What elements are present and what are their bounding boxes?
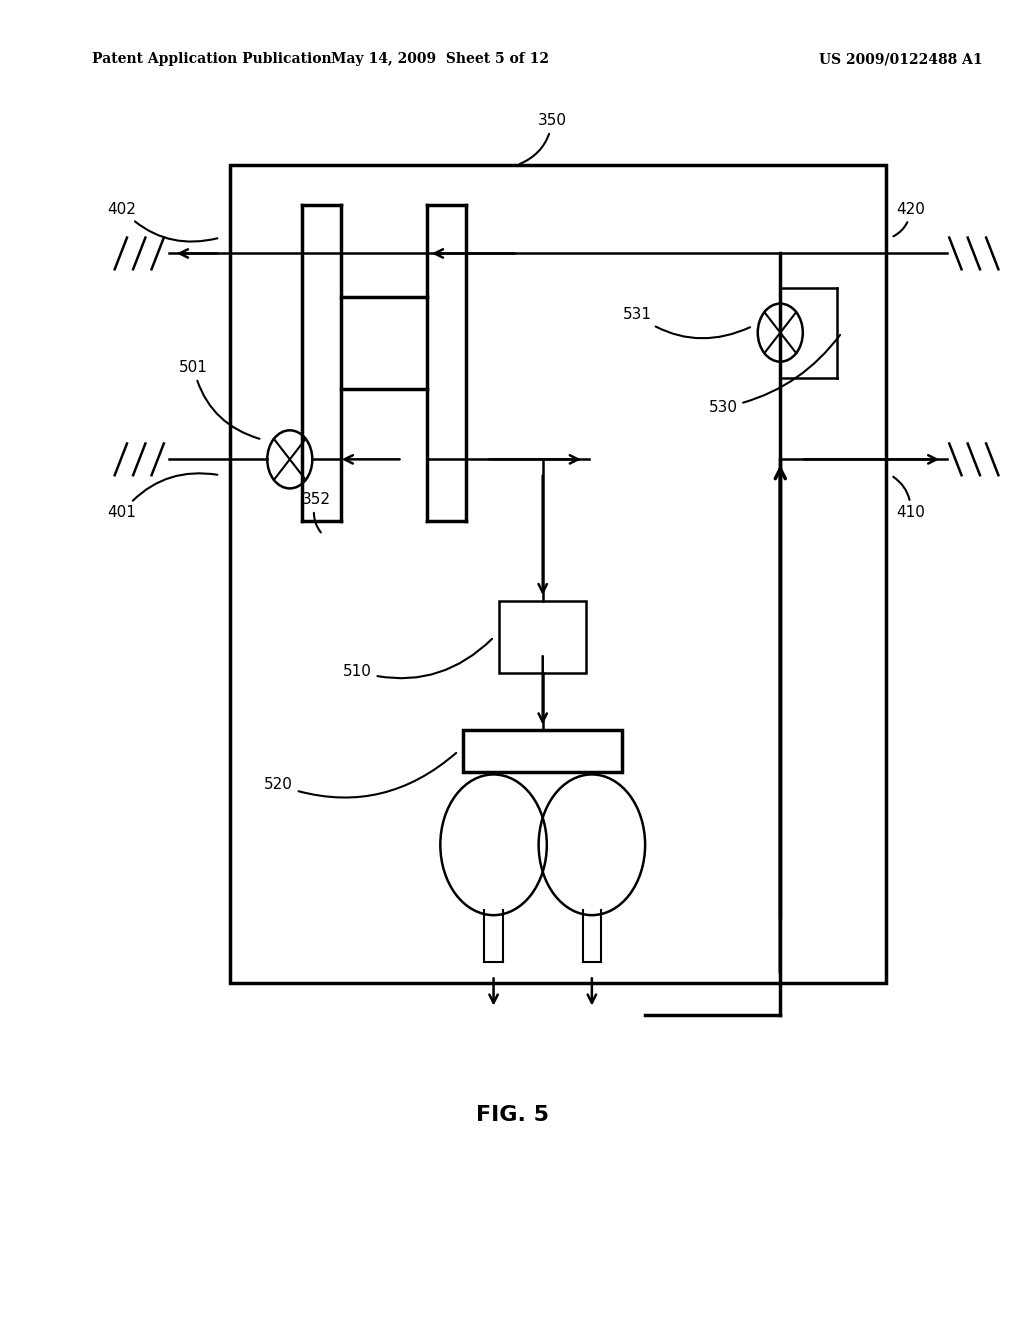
Text: 531: 531 <box>623 308 751 338</box>
Text: US 2009/0122488 A1: US 2009/0122488 A1 <box>819 53 983 66</box>
Text: 510: 510 <box>343 639 493 678</box>
Bar <box>230 165 886 983</box>
Text: 501: 501 <box>179 360 259 438</box>
Text: 350: 350 <box>520 114 566 164</box>
Text: FIG. 5: FIG. 5 <box>475 1105 549 1126</box>
Text: 401: 401 <box>108 474 217 520</box>
Text: 410: 410 <box>893 477 925 520</box>
Text: 402: 402 <box>108 202 217 242</box>
Text: 352: 352 <box>302 492 331 532</box>
Text: Patent Application Publication: Patent Application Publication <box>92 53 332 66</box>
Text: May 14, 2009  Sheet 5 of 12: May 14, 2009 Sheet 5 of 12 <box>332 53 549 66</box>
Bar <box>500 601 586 673</box>
Bar <box>463 730 623 772</box>
Text: 420: 420 <box>893 202 925 236</box>
Text: 520: 520 <box>264 752 456 797</box>
Text: 530: 530 <box>709 335 840 414</box>
